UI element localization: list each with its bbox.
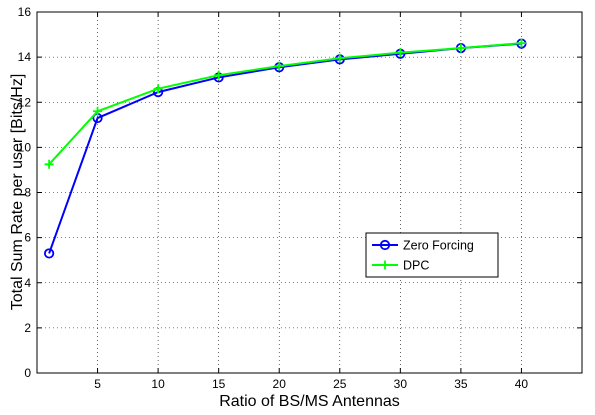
legend-item: DPC: [372, 259, 429, 273]
data-point-plus: [93, 106, 103, 116]
legend-box: [365, 232, 499, 278]
data-point-plus: [44, 159, 54, 169]
y-tick-label: 4: [24, 276, 31, 290]
y-tick-label: 14: [18, 50, 32, 64]
legend-label: Zero Forcing: [403, 239, 474, 253]
y-tick-label: 8: [24, 186, 31, 200]
data-point-circle: [44, 248, 55, 259]
data-point-circle: [379, 239, 391, 251]
y-tick-label: 12: [18, 95, 32, 109]
series-dpc: [44, 38, 526, 169]
x-tick-label: 5: [94, 377, 101, 391]
x-tick-label: 25: [333, 377, 347, 391]
data-point-plus: [153, 84, 163, 94]
x-tick-label: 35: [454, 377, 468, 391]
legend-label: DPC: [403, 259, 429, 273]
data-point-plus: [395, 48, 405, 58]
data-point-plus: [380, 260, 390, 270]
x-tick-label: 15: [212, 377, 226, 391]
data-point-plus: [335, 53, 345, 63]
y-tick-label: 16: [18, 5, 32, 19]
y-axis-label: Total Sum Rate per user [Bits/Hz]: [9, 74, 26, 311]
y-tick-label: 2: [24, 321, 31, 335]
x-axis-label: Ratio of BS/MS Antennas: [219, 393, 400, 410]
data-point-plus: [274, 61, 284, 71]
legend-item: Zero Forcing: [372, 239, 474, 253]
series-layer: [44, 38, 527, 259]
y-tick-label: 10: [18, 140, 32, 154]
data-point-plus: [214, 70, 224, 80]
data-point-plus: [456, 43, 466, 53]
x-tick-label: 30: [394, 377, 408, 391]
axis-ticks: 5 10 15 20 25 30 35 40 0 2 4 6 8 10 12 14 16: [18, 5, 582, 391]
y-tick-label: 6: [24, 231, 31, 245]
x-tick-label: 20: [273, 377, 287, 391]
x-tick-label: 40: [515, 377, 529, 391]
legend: Zero Forcing DPC: [365, 232, 499, 278]
y-tick-label: 0: [24, 366, 31, 380]
data-point-plus: [516, 38, 526, 48]
x-tick-label: 10: [151, 377, 165, 391]
